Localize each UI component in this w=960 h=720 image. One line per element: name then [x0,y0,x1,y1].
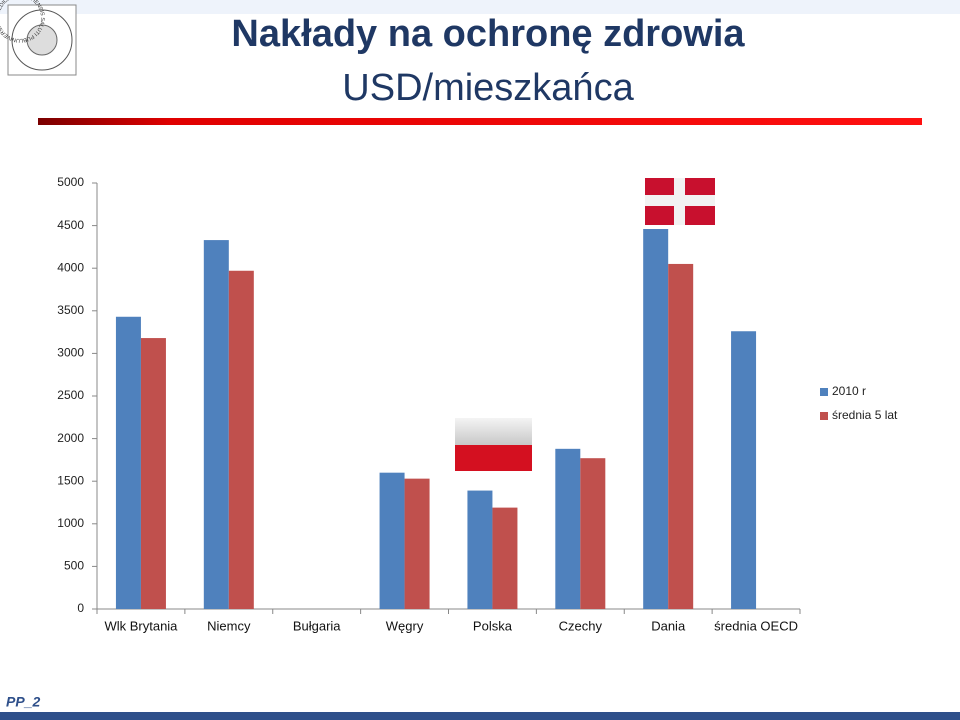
logo: UNIVERSITAS MEDICA VARSOVIENSIS SALUTI P… [0,0,77,76]
x-tick-label: Niemcy [207,618,251,633]
y-tick-label: 500 [64,559,84,573]
y-tick-label: 4500 [57,218,84,232]
y-tick-label: 4000 [57,260,84,274]
title-rule [38,118,922,125]
top-strip [0,0,960,14]
legend-label: średnia 5 lat [832,408,898,422]
bar [203,240,229,610]
bar [580,458,606,609]
bar [115,316,141,609]
chart-subtitle: USD/mieszkańca [342,67,634,109]
chart-title: Nakłady na ochronę zdrowia [231,13,745,55]
x-tick-label: Bułgaria [293,618,341,633]
x-tick-label: Czechy [559,618,603,633]
logo-ring [11,9,73,71]
legend-swatch [820,412,828,420]
flag-red [455,445,532,471]
chart: 0 500 1000 1500 2000 2500 3000 3500 4000 4500 5000… [57,175,898,633]
x-tick-label: Węgry [386,618,424,633]
x-tick-label: Wlk Brytania [104,618,178,633]
bar [379,472,405,609]
bar [228,270,254,609]
logo-emblem [26,24,58,56]
y-tick-label: 5000 [57,175,84,189]
bar [404,478,430,609]
flag-denmark [645,178,715,225]
bar [643,229,669,609]
footer: PP_2 [6,694,40,710]
flag-white [455,418,532,445]
y-tick-label: 0 [77,601,84,615]
y-tick-label: 3500 [57,303,84,317]
bar [731,331,757,609]
y-tick-label: 1500 [57,473,84,487]
bar [555,448,581,609]
flag-poland [455,418,532,471]
bar [467,490,493,609]
y-tick-label: 2000 [57,431,84,445]
bar [492,507,518,609]
bottom-strip [0,712,960,720]
x-tick-label: średnia OECD [714,618,798,633]
legend-swatch [820,388,828,396]
x-tick-label: Polska [473,618,513,633]
bar [140,338,166,609]
x-tick-label: Dania [651,618,686,633]
flag-cross-v [674,178,685,225]
y-tick-label: 1000 [57,516,84,530]
y-tick-label: 3000 [57,346,84,360]
legend-label: 2010 r [832,384,866,398]
y-tick-label: 2500 [57,388,84,402]
bar [668,263,694,609]
